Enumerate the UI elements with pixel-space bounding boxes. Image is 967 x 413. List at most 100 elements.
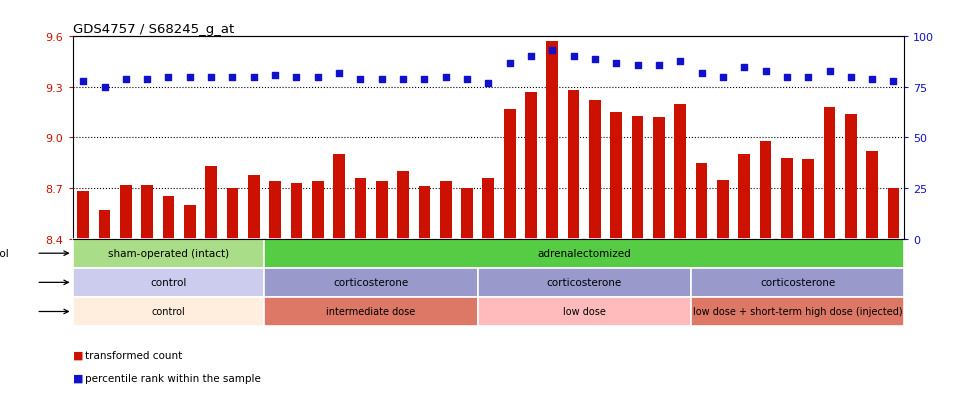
Point bbox=[544, 48, 560, 55]
Bar bbox=[568, 91, 579, 239]
Bar bbox=[264, 268, 478, 297]
Point bbox=[224, 74, 240, 81]
Bar bbox=[589, 101, 601, 239]
Text: ■: ■ bbox=[73, 373, 83, 383]
Bar bbox=[355, 178, 366, 239]
Bar bbox=[866, 152, 878, 239]
Point bbox=[843, 74, 859, 81]
Point bbox=[779, 74, 795, 81]
Bar bbox=[478, 297, 690, 326]
Point bbox=[438, 74, 454, 81]
Point bbox=[75, 78, 91, 85]
Point bbox=[182, 74, 197, 81]
Point bbox=[886, 78, 901, 85]
Bar bbox=[653, 118, 664, 239]
Bar bbox=[888, 189, 899, 239]
Bar bbox=[269, 182, 281, 239]
Point bbox=[737, 64, 752, 71]
Bar bbox=[264, 239, 904, 268]
Bar bbox=[290, 183, 303, 239]
Bar bbox=[440, 182, 452, 239]
Text: adrenalectomized: adrenalectomized bbox=[538, 249, 631, 259]
Text: low dose: low dose bbox=[563, 307, 605, 317]
Point bbox=[310, 74, 326, 81]
Bar bbox=[718, 180, 729, 239]
Bar bbox=[504, 109, 515, 239]
Bar bbox=[690, 268, 904, 297]
Point bbox=[716, 74, 731, 81]
Bar bbox=[824, 108, 835, 239]
Bar bbox=[376, 182, 388, 239]
Bar bbox=[141, 185, 153, 239]
Point bbox=[587, 56, 602, 63]
Bar bbox=[461, 189, 473, 239]
Bar bbox=[845, 114, 857, 239]
Bar bbox=[419, 187, 430, 239]
Point bbox=[459, 76, 475, 83]
Text: control: control bbox=[152, 307, 186, 317]
Point bbox=[481, 80, 496, 87]
Bar bbox=[205, 167, 217, 239]
Point bbox=[353, 76, 368, 83]
Bar bbox=[690, 297, 904, 326]
Point bbox=[822, 68, 837, 75]
Point bbox=[801, 74, 816, 81]
Point bbox=[267, 72, 282, 79]
Bar bbox=[610, 113, 622, 239]
Point bbox=[396, 76, 411, 83]
Text: GDS4757 / S68245_g_at: GDS4757 / S68245_g_at bbox=[73, 23, 234, 36]
Bar bbox=[162, 197, 174, 239]
Bar bbox=[99, 211, 110, 239]
Text: protocol: protocol bbox=[0, 249, 9, 259]
Bar bbox=[525, 93, 537, 239]
Point bbox=[374, 76, 390, 83]
Text: corticosterone: corticosterone bbox=[334, 278, 409, 287]
Text: percentile rank within the sample: percentile rank within the sample bbox=[85, 373, 261, 383]
Bar bbox=[674, 104, 687, 239]
Bar bbox=[73, 268, 264, 297]
Bar bbox=[73, 239, 264, 268]
Bar bbox=[397, 172, 409, 239]
Text: control: control bbox=[150, 278, 187, 287]
Point bbox=[630, 62, 645, 69]
Bar bbox=[264, 297, 478, 326]
Bar bbox=[77, 192, 89, 239]
Point bbox=[139, 76, 155, 83]
Point bbox=[203, 74, 219, 81]
Point bbox=[694, 70, 710, 77]
Bar bbox=[631, 116, 643, 239]
Bar bbox=[73, 297, 264, 326]
Point bbox=[417, 76, 432, 83]
Bar bbox=[760, 142, 772, 239]
Point bbox=[289, 74, 305, 81]
Bar bbox=[546, 42, 558, 239]
Bar bbox=[184, 205, 195, 239]
Point bbox=[864, 76, 880, 83]
Text: corticosterone: corticosterone bbox=[546, 278, 622, 287]
Point bbox=[566, 54, 581, 61]
Point bbox=[608, 60, 624, 67]
Text: transformed count: transformed count bbox=[85, 350, 183, 360]
Text: ■: ■ bbox=[73, 350, 83, 360]
Bar bbox=[739, 155, 750, 239]
Bar bbox=[334, 155, 345, 239]
Point bbox=[502, 60, 517, 67]
Bar bbox=[120, 185, 132, 239]
Bar bbox=[312, 182, 324, 239]
Text: low dose + short-term high dose (injected): low dose + short-term high dose (injecte… bbox=[692, 307, 902, 317]
Text: sham-operated (intact): sham-operated (intact) bbox=[108, 249, 229, 259]
Bar bbox=[226, 189, 238, 239]
Bar bbox=[248, 175, 259, 239]
Point bbox=[332, 70, 347, 77]
Text: intermediate dose: intermediate dose bbox=[327, 307, 416, 317]
Bar bbox=[695, 164, 708, 239]
Point bbox=[758, 68, 774, 75]
Point bbox=[672, 58, 688, 65]
Point bbox=[651, 62, 666, 69]
Bar bbox=[478, 268, 690, 297]
Point bbox=[97, 84, 112, 91]
Bar bbox=[781, 158, 793, 239]
Point bbox=[246, 74, 261, 81]
Text: corticosterone: corticosterone bbox=[760, 278, 835, 287]
Bar bbox=[803, 160, 814, 239]
